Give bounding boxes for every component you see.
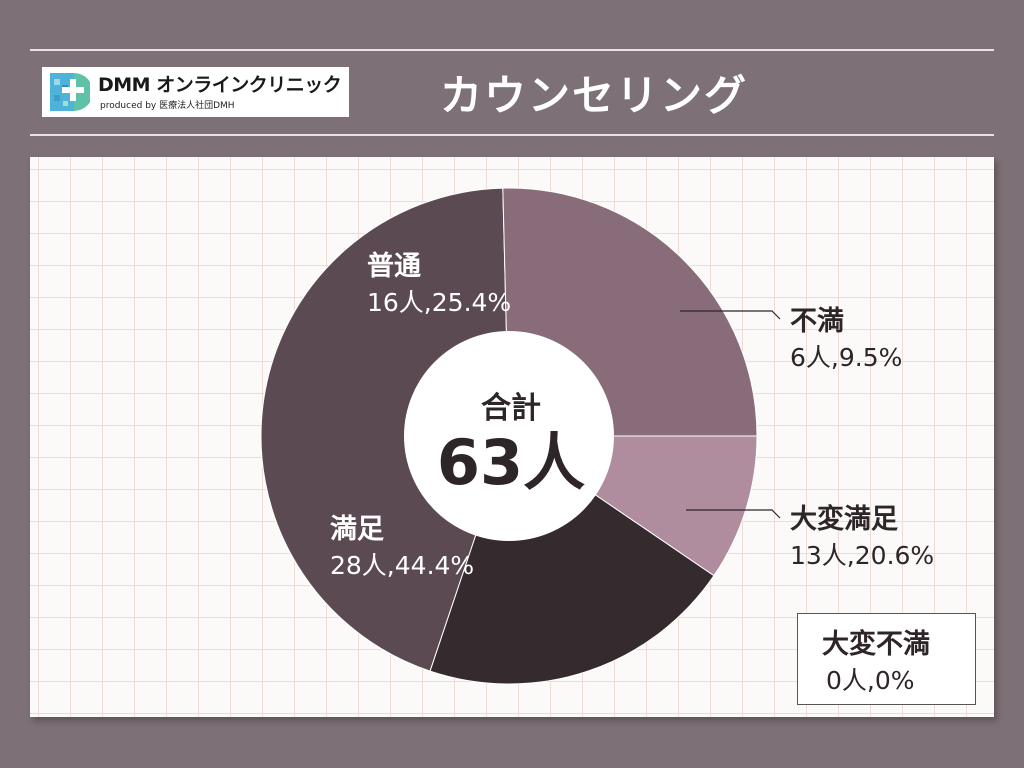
clinic-logo: DMM オンラインクリニック produced by 医療法人社団DMH — [42, 67, 349, 117]
slice-label-taihen-manzoku: 大変満足 — [790, 503, 898, 535]
slice-label-fuman: 不満 — [790, 306, 844, 337]
slice-value-manzoku: 28人,44.4% — [330, 551, 474, 580]
page-title: カウンセリング — [440, 71, 749, 120]
header-top-rule — [30, 49, 994, 51]
center-total-value: 63人 — [437, 426, 585, 499]
zero-category-value: 0人,0% — [826, 666, 915, 695]
leader-line-fuman — [680, 310, 781, 320]
donut-hole — [404, 331, 614, 541]
slice-label-futsu: 普通 — [367, 250, 421, 282]
clinic-logo-subtitle: produced by 医療法人社団DMH — [100, 101, 235, 111]
slice-value-futsu: 16人,25.4% — [367, 288, 511, 317]
slice-label-manzoku: 満足 — [330, 514, 384, 545]
slice-value-fuman: 6人,9.5% — [790, 343, 902, 372]
slice-value-taihen-manzoku: 13人,20.6% — [790, 541, 934, 570]
center-total-label: 合計 — [481, 391, 541, 426]
zero-category-label: 大変不満 — [822, 628, 930, 660]
clinic-logo-name: DMM オンラインクリニック — [98, 74, 342, 96]
header-bottom-rule — [30, 134, 994, 136]
leader-line-taihen-manzoku — [686, 509, 781, 519]
slice-manzoku — [260, 187, 510, 672]
clinic-logo-icon — [50, 73, 90, 111]
zero-category-box — [797, 613, 976, 705]
